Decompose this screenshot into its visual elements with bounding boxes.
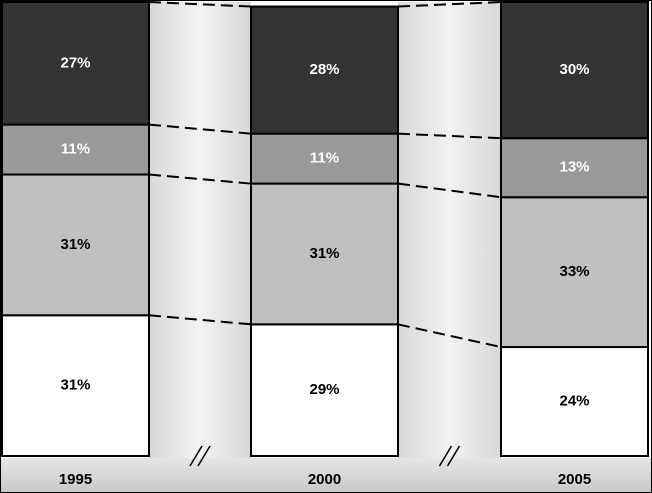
value-label: 13%	[559, 159, 589, 176]
axis-break	[197, 445, 211, 467]
bar-segment	[250, 132, 399, 185]
axis-break	[438, 445, 453, 467]
value-label: 11%	[310, 150, 339, 167]
bar-segment	[250, 323, 399, 457]
bar-segment	[1, 1, 150, 126]
value-label: 31%	[60, 377, 90, 394]
value-label: 27%	[60, 54, 90, 71]
bar-segment	[500, 346, 649, 458]
bar-segment	[250, 182, 399, 326]
value-label: 31%	[309, 245, 339, 262]
axis-break	[446, 445, 461, 467]
bar-segment	[500, 137, 649, 199]
value-label: 28%	[309, 61, 339, 78]
bar-segment	[250, 5, 399, 135]
gap-panel	[149, 2, 251, 458]
bar-segment	[500, 196, 649, 349]
gap-panel	[398, 2, 501, 458]
value-label: 11%	[61, 141, 90, 158]
axis-strip	[0, 458, 652, 493]
x-tick-label: 1995	[59, 471, 92, 488]
value-label: 24%	[559, 392, 589, 409]
bar-segment	[500, 1, 649, 140]
value-label: 31%	[60, 236, 90, 253]
x-tick-label: 2005	[558, 471, 591, 488]
axis-break	[189, 445, 203, 467]
value-label: 29%	[309, 381, 339, 398]
bar-segment	[1, 123, 150, 176]
bar-segment	[1, 314, 150, 458]
bar-segment	[1, 173, 150, 317]
value-label: 33%	[559, 263, 589, 280]
value-label: 30%	[559, 61, 589, 78]
x-tick-label: 2000	[308, 471, 341, 488]
